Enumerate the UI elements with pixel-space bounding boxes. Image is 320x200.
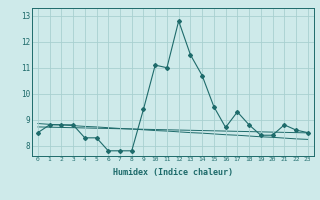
X-axis label: Humidex (Indice chaleur): Humidex (Indice chaleur)	[113, 168, 233, 177]
